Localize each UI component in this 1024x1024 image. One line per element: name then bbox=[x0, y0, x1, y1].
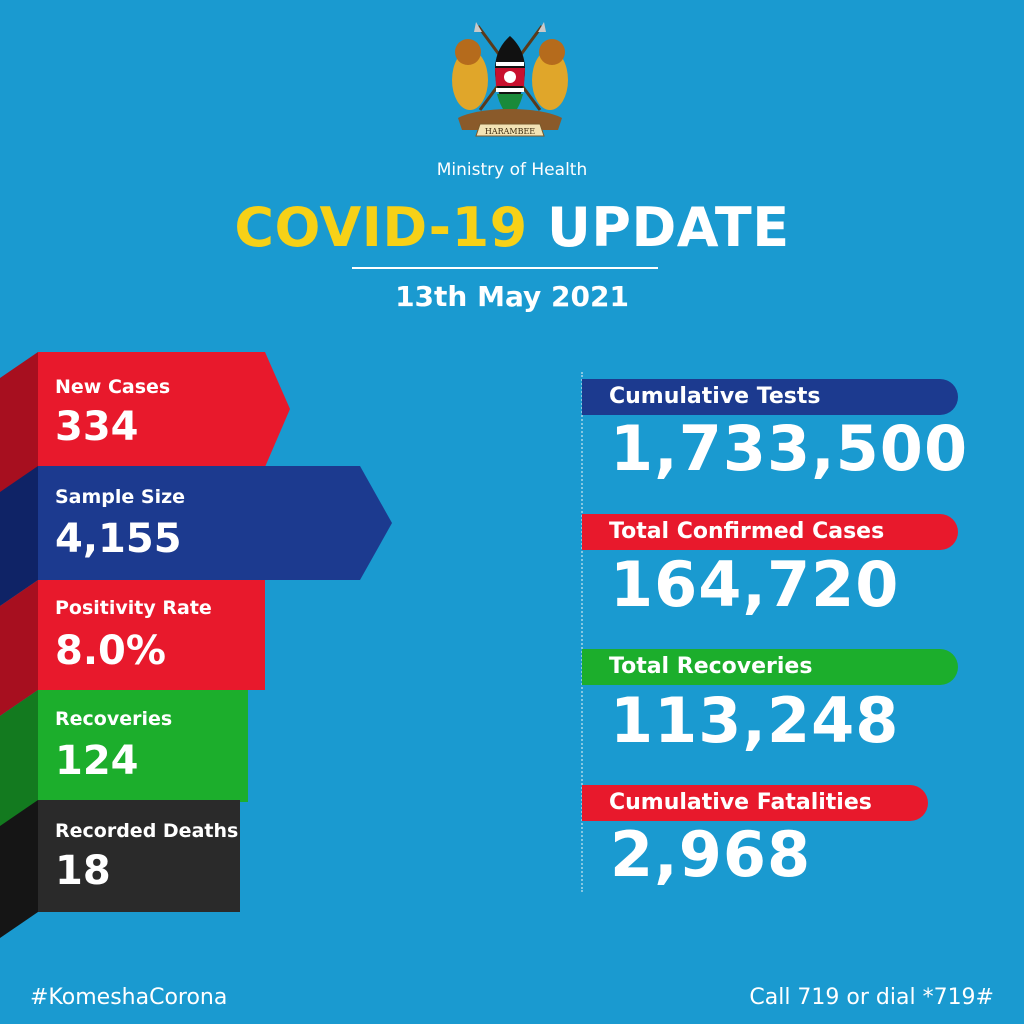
stat-label: Recorded Deaths bbox=[55, 820, 239, 842]
pill-cumulative-tests: Cumulative Tests bbox=[582, 379, 958, 415]
stat-value: 18 bbox=[55, 848, 111, 894]
pill-cumulative-fatalities: Cumulative Fatalities bbox=[582, 785, 928, 821]
pill-total-confirmed-cases: Total Confirmed Cases bbox=[582, 514, 958, 550]
stat-card-positivity-rate: Positivity Rate 8.0% bbox=[0, 580, 280, 716]
page-title: COVID-19 UPDATE bbox=[0, 196, 1024, 259]
stat-card-new-cases: New Cases 334 bbox=[0, 352, 300, 502]
title-divider bbox=[352, 267, 658, 269]
stat-value: 334 bbox=[55, 404, 139, 450]
stat-label: Sample Size bbox=[55, 486, 186, 508]
ribbon-shape bbox=[0, 466, 392, 606]
stat-label: New Cases bbox=[55, 376, 171, 398]
pill-total-recoveries: Total Recoveries bbox=[582, 649, 958, 685]
total-confirmed-cases-value: 164,720 bbox=[610, 548, 900, 621]
pill-label: Cumulative Fatalities bbox=[609, 790, 872, 815]
stat-value: 4,155 bbox=[55, 516, 182, 562]
ministry-name: Ministry of Health bbox=[436, 160, 588, 180]
pill-label: Total Confirmed Cases bbox=[609, 519, 885, 544]
stat-card-recorded-deaths: Recorded Deaths 18 bbox=[0, 800, 250, 938]
stat-label: Recoveries bbox=[55, 708, 173, 730]
stat-card-sample-size: Sample Size 4,155 bbox=[0, 466, 400, 606]
hotline-text: Call 719 or dial *719# bbox=[749, 985, 994, 1010]
cumulative-tests-value: 1,733,500 bbox=[610, 412, 969, 485]
ribbon-shape bbox=[0, 690, 248, 828]
stat-value: 8.0% bbox=[55, 628, 166, 674]
hashtag: #KomeshaCorona bbox=[30, 985, 228, 1010]
kenya-coat-of-arms-emblem: HARAMBEE bbox=[452, 22, 568, 137]
pill-label: Cumulative Tests bbox=[609, 384, 821, 409]
total-recoveries-value: 113,248 bbox=[610, 684, 900, 757]
update-date: 13th May 2021 bbox=[395, 280, 629, 313]
title-highlight: COVID-19 bbox=[234, 196, 528, 259]
pill-label: Total Recoveries bbox=[609, 654, 813, 679]
ribbon-shape bbox=[0, 800, 240, 938]
stat-value: 124 bbox=[55, 738, 139, 784]
ribbon-shape bbox=[0, 352, 290, 502]
vertical-divider bbox=[581, 372, 583, 892]
title-rest: UPDATE bbox=[547, 196, 790, 259]
stat-card-recoveries: Recoveries 124 bbox=[0, 690, 260, 828]
stat-label: Positivity Rate bbox=[55, 597, 212, 619]
motto-text: HARAMBEE bbox=[485, 127, 535, 136]
ribbon-shape bbox=[0, 580, 265, 716]
cumulative-fatalities-value: 2,968 bbox=[610, 818, 812, 891]
